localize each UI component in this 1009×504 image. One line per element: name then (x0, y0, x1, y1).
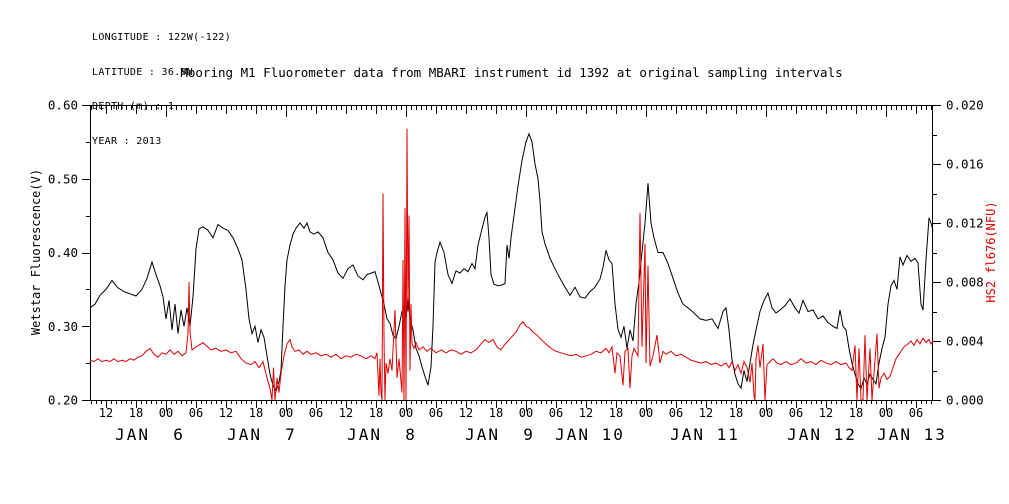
x-hour-label: 00 (639, 406, 653, 420)
x-hour-label: 12 (579, 406, 593, 420)
x-hour-label: 00 (879, 406, 893, 420)
axis-ticks (82, 105, 941, 411)
x-hour-label: 18 (249, 406, 263, 420)
y-right-tick-labels: 0.000 0.004 0.008 0.012 0.016 0.020 (946, 98, 984, 408)
x-day-label: JAN 13 (877, 425, 947, 444)
x-hour-label: 12 (699, 406, 713, 420)
x-hour-label: 12 (99, 406, 113, 420)
metadata-depth: DEPTH (m) : 1 (92, 101, 175, 112)
y-right-tick-label: 0.012 (946, 216, 984, 231)
x-day-label: JAN 11 (670, 425, 740, 444)
x-hour-label: 06 (669, 406, 683, 420)
x-hour-labels: 12 18 00 06 12 18 00 06 12 18 00 06 12 18 00 06 12 18 00 06… (99, 406, 923, 420)
x-hour-label: 06 (309, 406, 323, 420)
y-left-tick-label: 0.50 (48, 171, 78, 186)
x-hour-label: 00 (759, 406, 773, 420)
plot-frame (90, 105, 933, 401)
y-left-tick-label: 0.40 (48, 245, 78, 260)
x-day-label: JAN 7 (227, 425, 297, 444)
x-hour-label: 18 (129, 406, 143, 420)
x-hour-label: 06 (189, 406, 203, 420)
x-hour-label: 12 (819, 406, 833, 420)
x-hour-label: 18 (369, 406, 383, 420)
y-right-tick-label: 0.000 (946, 393, 984, 408)
hs2-series-line (89, 128, 934, 401)
y-right-tick-label: 0.020 (946, 98, 984, 113)
x-hour-label: 06 (789, 406, 803, 420)
metadata-block: LONGITUDE : 122W(-122) LATITUDE : 36.8N … (92, 9, 231, 170)
metadata-longitude: LONGITUDE : 122W(-122) (92, 32, 232, 43)
chart-title: Mooring M1 Fluorometer data from MBARI i… (180, 65, 843, 80)
y-right-tick-label: 0.004 (946, 334, 984, 349)
y-left-tick-label: 0.30 (48, 319, 78, 334)
x-hour-label: 18 (729, 406, 743, 420)
y-left-tick-labels: 0.20 0.30 0.40 0.50 0.60 (48, 98, 78, 408)
x-hour-label: 18 (609, 406, 623, 420)
x-day-labels: JAN 6 JAN 7 JAN 8 JAN 9 JAN 10 JAN 11 JAN 12 JA… (115, 425, 947, 444)
x-day-label: JAN 9 (465, 425, 535, 444)
x-day-label: JAN 6 (115, 425, 185, 444)
x-day-label: JAN 12 (787, 425, 857, 444)
x-day-label: JAN 10 (555, 425, 625, 444)
x-hour-label: 12 (339, 406, 353, 420)
y-right-tick-label: 0.016 (946, 157, 984, 172)
y-right-tick-label: 0.008 (946, 275, 984, 290)
y-left-tick-label: 0.60 (48, 98, 78, 113)
x-hour-label: 12 (459, 406, 473, 420)
metadata-year: YEAR : 2013 (92, 135, 162, 147)
x-hour-label: 06 (429, 406, 443, 420)
x-hour-label: 12 (219, 406, 233, 420)
x-hour-label: 18 (849, 406, 863, 420)
x-day-label: JAN 8 (347, 425, 417, 444)
x-hour-label: 06 (549, 406, 563, 420)
x-hour-label: 06 (909, 406, 923, 420)
x-hour-label: 00 (519, 406, 533, 420)
y-left-tick-label: 0.20 (48, 393, 78, 408)
x-hour-label: 18 (489, 406, 503, 420)
x-hour-label: 00 (159, 406, 173, 420)
metadata-latitude: LATITUDE : 36.8N (92, 66, 194, 78)
x-hour-label: 00 (279, 406, 293, 420)
x-hour-label: 00 (399, 406, 413, 420)
wetstar-series-line (89, 132, 934, 393)
